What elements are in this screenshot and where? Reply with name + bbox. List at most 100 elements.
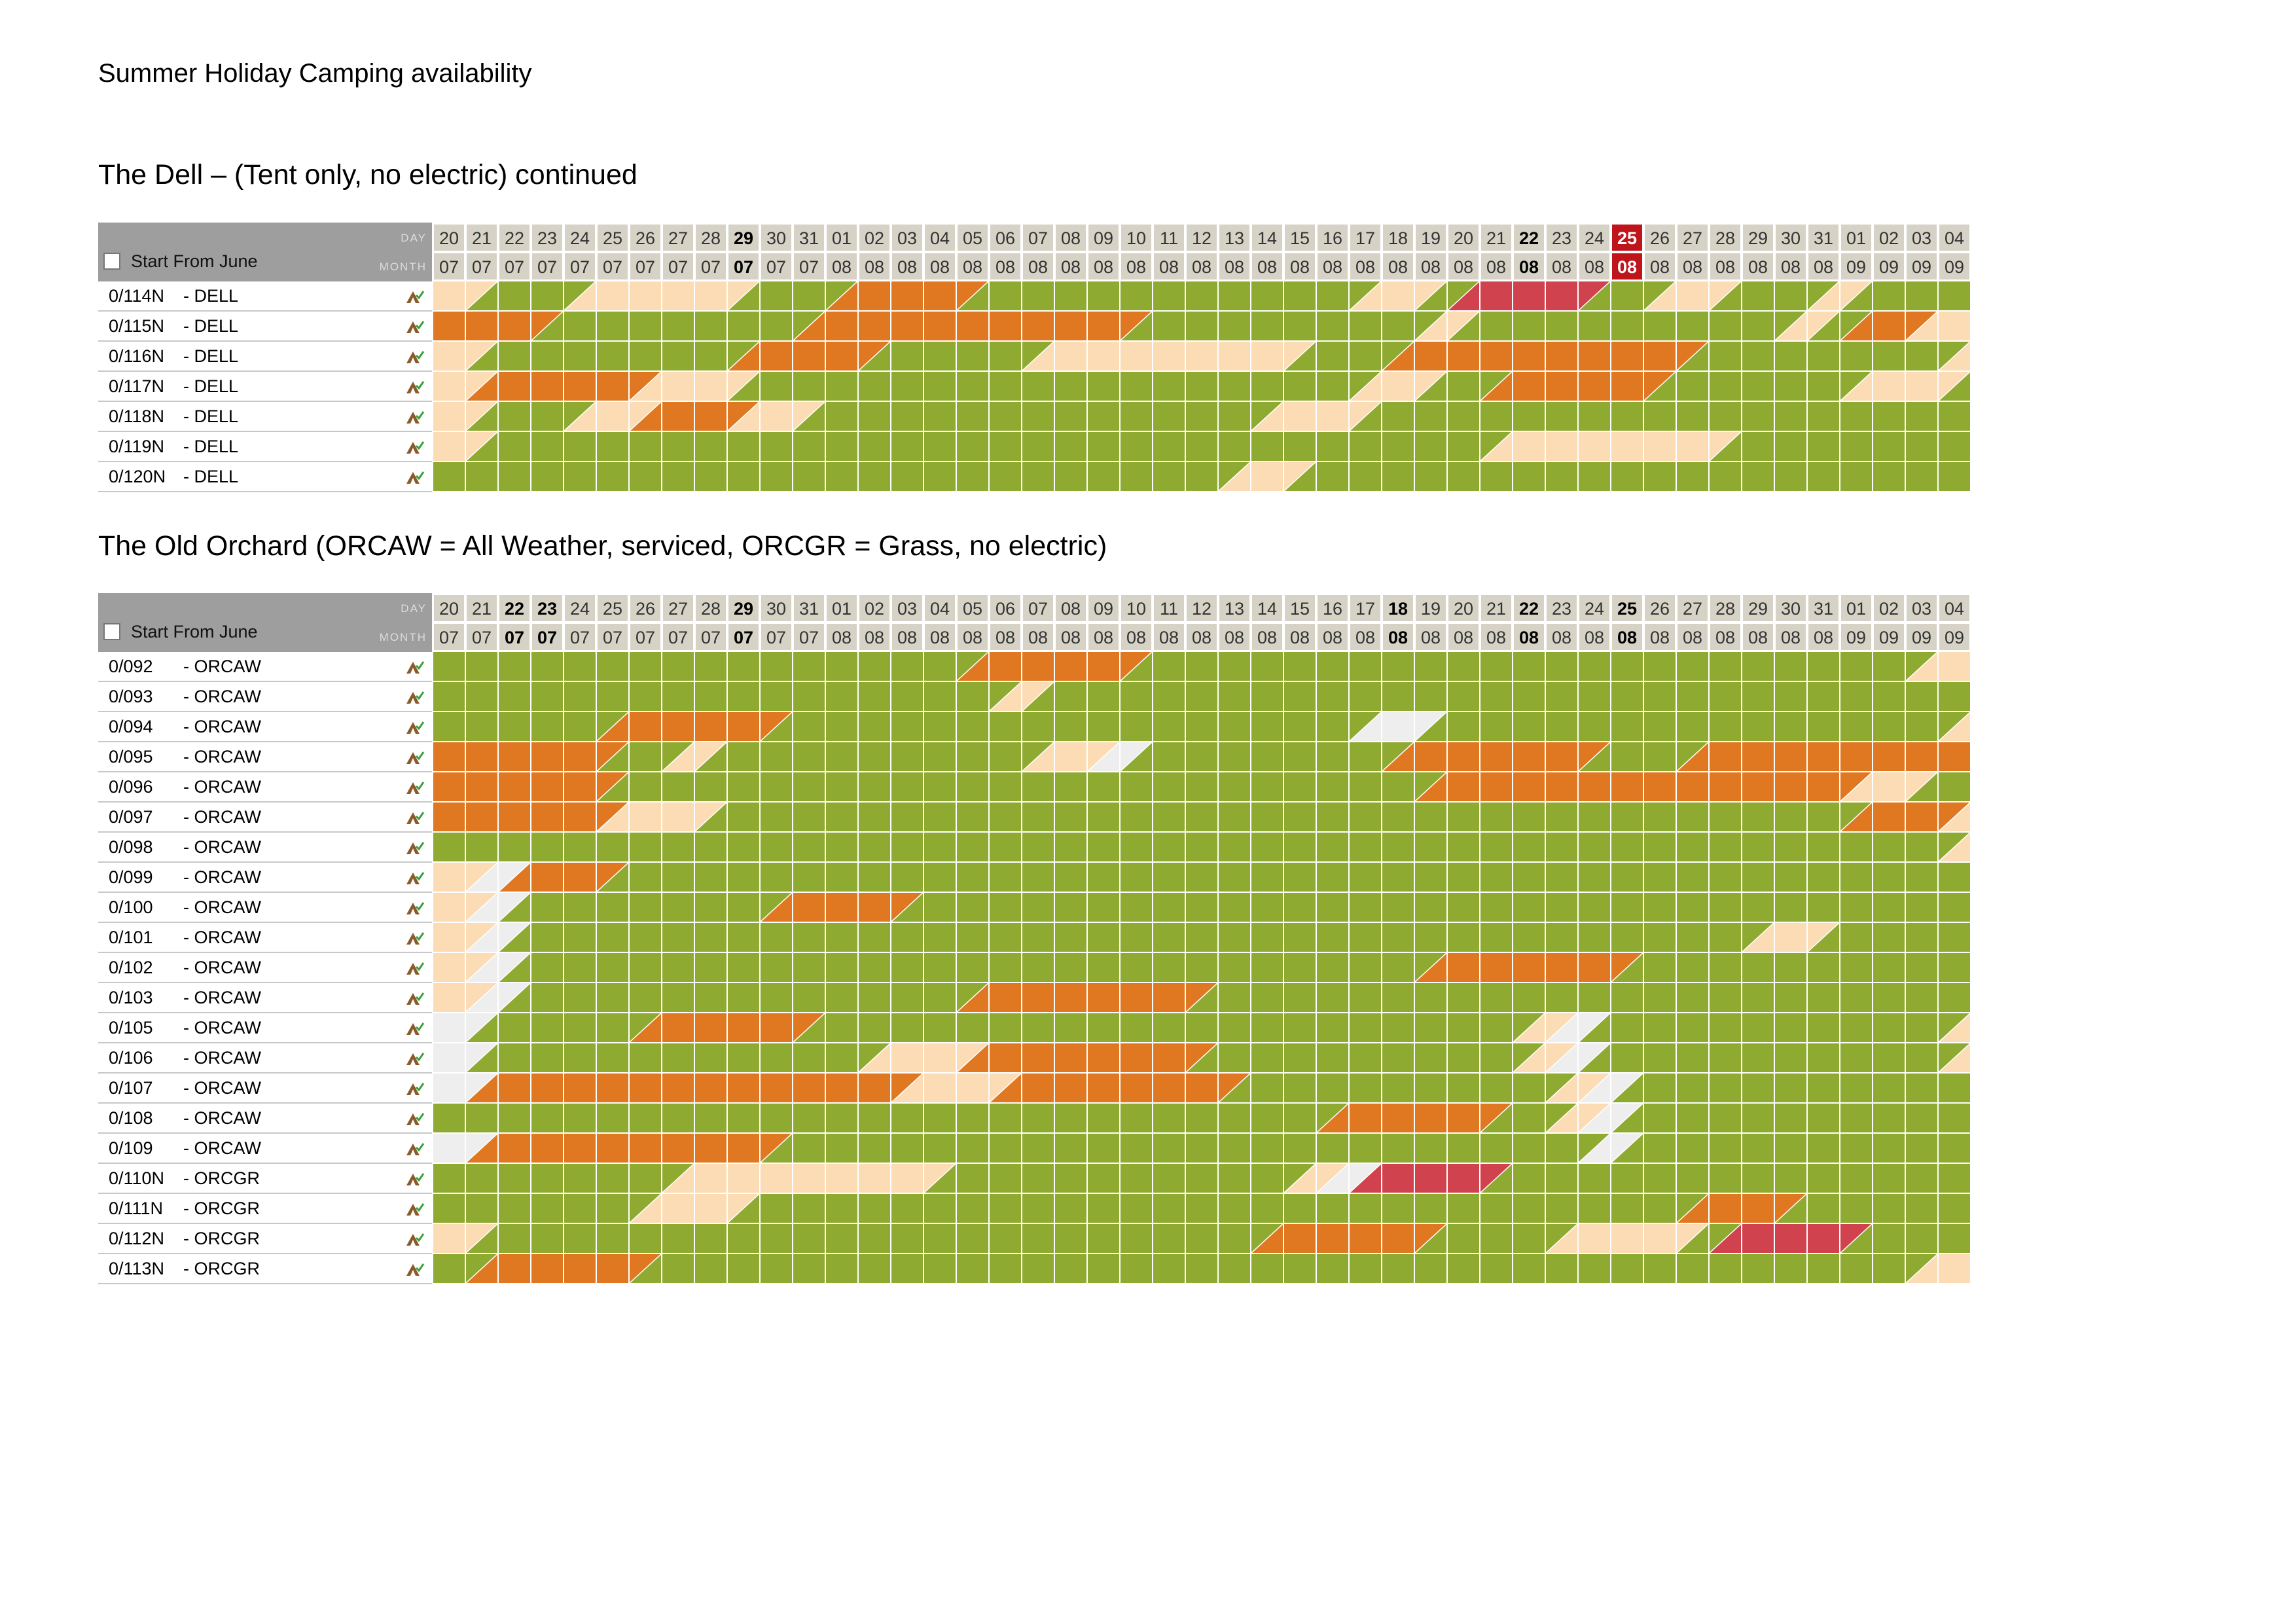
availability-cell[interactable]: [859, 1224, 891, 1254]
availability-cell[interactable]: [957, 1254, 990, 1284]
availability-cell[interactable]: [1284, 402, 1317, 432]
availability-cell[interactable]: [826, 923, 859, 953]
availability-cell[interactable]: [1677, 432, 1710, 462]
availability-cell[interactable]: [433, 833, 466, 863]
availability-cell[interactable]: [1415, 1254, 1448, 1284]
availability-cell[interactable]: [466, 1254, 499, 1284]
availability-cell[interactable]: [564, 432, 597, 462]
availability-cell[interactable]: [1186, 342, 1219, 372]
availability-cell[interactable]: [1546, 833, 1579, 863]
availability-cell[interactable]: [1121, 983, 1153, 1013]
availability-cell[interactable]: [531, 1074, 564, 1104]
availability-cell[interactable]: [1251, 833, 1284, 863]
availability-cell[interactable]: [597, 923, 630, 953]
availability-cell[interactable]: [1644, 432, 1677, 462]
availability-cell[interactable]: [1186, 432, 1219, 462]
availability-cell[interactable]: [891, 462, 924, 492]
availability-cell[interactable]: [1448, 1254, 1480, 1284]
availability-cell[interactable]: [1317, 281, 1350, 312]
availability-cell[interactable]: [1644, 1074, 1677, 1104]
availability-cell[interactable]: [1840, 712, 1873, 742]
availability-cell[interactable]: [1153, 1074, 1186, 1104]
availability-cell[interactable]: [826, 462, 859, 492]
availability-cell[interactable]: [499, 1104, 531, 1134]
availability-cell[interactable]: [1710, 953, 1742, 983]
availability-cell[interactable]: [924, 1013, 957, 1043]
availability-cell[interactable]: [1546, 803, 1579, 833]
availability-cell[interactable]: [1219, 983, 1251, 1013]
availability-cell[interactable]: [499, 1013, 531, 1043]
availability-cell[interactable]: [1775, 462, 1808, 492]
availability-cell[interactable]: [597, 1013, 630, 1043]
availability-cell[interactable]: [1873, 833, 1906, 863]
availability-cell[interactable]: [1350, 342, 1382, 372]
availability-cell[interactable]: [1775, 1254, 1808, 1284]
availability-cell[interactable]: [1251, 863, 1284, 893]
availability-cell[interactable]: [499, 462, 531, 492]
availability-cell[interactable]: [990, 1013, 1022, 1043]
availability-cell[interactable]: [761, 652, 793, 682]
availability-cell[interactable]: [662, 462, 695, 492]
availability-cell[interactable]: [1350, 923, 1382, 953]
availability-cell[interactable]: [859, 682, 891, 712]
availability-cell[interactable]: [891, 1134, 924, 1164]
availability-cell[interactable]: [1317, 863, 1350, 893]
availability-cell[interactable]: [1382, 1254, 1415, 1284]
availability-cell[interactable]: [1284, 462, 1317, 492]
availability-cell[interactable]: [1415, 742, 1448, 772]
availability-cell[interactable]: [1742, 833, 1775, 863]
availability-cell[interactable]: [1153, 682, 1186, 712]
availability-cell[interactable]: [564, 1254, 597, 1284]
availability-cell[interactable]: [1710, 893, 1742, 923]
availability-cell[interactable]: [1055, 1013, 1088, 1043]
availability-cell[interactable]: [1186, 1254, 1219, 1284]
availability-cell[interactable]: [662, 652, 695, 682]
availability-cell[interactable]: [1644, 772, 1677, 803]
availability-cell[interactable]: [1022, 652, 1055, 682]
availability-cell[interactable]: [990, 833, 1022, 863]
availability-cell[interactable]: [1808, 923, 1840, 953]
availability-cell[interactable]: [1415, 462, 1448, 492]
availability-cell[interactable]: [793, 803, 826, 833]
pitch-label[interactable]: 0/109- ORCAW: [98, 1134, 432, 1164]
availability-cell[interactable]: [1939, 342, 1971, 372]
availability-cell[interactable]: [1153, 1164, 1186, 1194]
availability-cell[interactable]: [990, 402, 1022, 432]
availability-cell[interactable]: [1284, 1134, 1317, 1164]
availability-cell[interactable]: [761, 893, 793, 923]
availability-cell[interactable]: [1939, 772, 1971, 803]
availability-cell[interactable]: [793, 742, 826, 772]
availability-cell[interactable]: [1579, 923, 1611, 953]
availability-cell[interactable]: [1055, 1164, 1088, 1194]
availability-cell[interactable]: [990, 432, 1022, 462]
availability-cell[interactable]: [1775, 742, 1808, 772]
availability-cell[interactable]: [793, 652, 826, 682]
availability-cell[interactable]: [662, 1013, 695, 1043]
availability-cell[interactable]: [1906, 1254, 1939, 1284]
availability-cell[interactable]: [1022, 402, 1055, 432]
availability-cell[interactable]: [1284, 893, 1317, 923]
availability-cell[interactable]: [1251, 1013, 1284, 1043]
availability-cell[interactable]: [1121, 803, 1153, 833]
availability-cell[interactable]: [859, 833, 891, 863]
availability-cell[interactable]: [1480, 983, 1513, 1013]
availability-cell[interactable]: [957, 1074, 990, 1104]
availability-cell[interactable]: [1022, 1194, 1055, 1224]
availability-cell[interactable]: [761, 1074, 793, 1104]
pitch-label[interactable]: 0/115N - DELL: [98, 312, 432, 342]
availability-cell[interactable]: [1513, 772, 1546, 803]
availability-cell[interactable]: [1775, 342, 1808, 372]
availability-cell[interactable]: [1317, 402, 1350, 432]
availability-cell[interactable]: [1350, 1194, 1382, 1224]
availability-cell[interactable]: [826, 342, 859, 372]
availability-cell[interactable]: [1448, 772, 1480, 803]
availability-cell[interactable]: [924, 772, 957, 803]
availability-cell[interactable]: [1513, 1043, 1546, 1074]
availability-cell[interactable]: [1906, 462, 1939, 492]
availability-cell[interactable]: [859, 462, 891, 492]
availability-cell[interactable]: [826, 1134, 859, 1164]
availability-cell[interactable]: [1579, 1224, 1611, 1254]
availability-cell[interactable]: [1513, 432, 1546, 462]
availability-cell[interactable]: [531, 712, 564, 742]
availability-cell[interactable]: [1611, 682, 1644, 712]
